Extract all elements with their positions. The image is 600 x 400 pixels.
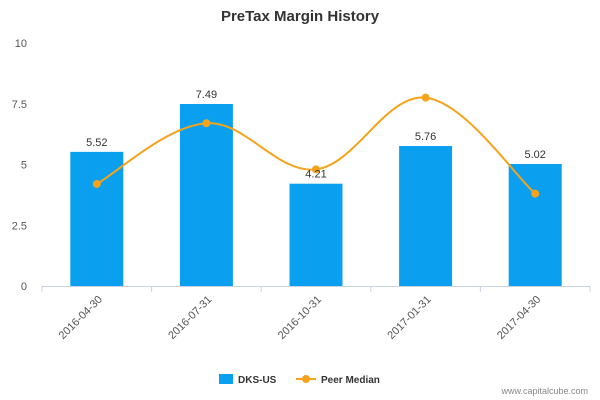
bar-2016-07-31[interactable] <box>179 103 233 286</box>
peer-median-point-2017-04-30[interactable] <box>531 189 540 198</box>
x-tick-label: 2016-07-31 <box>166 294 214 342</box>
bar-series <box>70 103 562 286</box>
y-tick-label: 5 <box>21 160 27 172</box>
legend-item-peer-median[interactable]: Peer Median <box>296 375 380 386</box>
data-label: 7.49 <box>196 89 217 101</box>
chart-title: PreTax Margin History <box>221 8 380 25</box>
y-tick-label: 10 <box>15 38 27 50</box>
legend-item-dks-us[interactable]: DKS-US <box>219 374 277 386</box>
y-tick-label: 2.5 <box>12 220 27 232</box>
x-tick-label: 2016-10-31 <box>276 294 324 342</box>
bar-2016-10-31[interactable] <box>289 183 343 286</box>
bar-2017-01-31[interactable] <box>399 146 453 286</box>
peer-median-point-2017-01-31[interactable] <box>421 93 430 102</box>
y-tick-label: 0 <box>21 281 27 293</box>
peer-median-point-2016-10-31[interactable] <box>312 165 320 174</box>
x-tick-label: 2017-04-30 <box>495 294 543 342</box>
data-label: 4.21 <box>305 169 326 181</box>
data-label: 5.52 <box>86 137 107 149</box>
y-tick-label: 7.5 <box>12 99 27 111</box>
data-labels: 5.52 7.49 4.21 5.76 5.02 <box>86 89 546 181</box>
x-tick-label: 2016-04-30 <box>57 294 105 342</box>
x-axis: 2016-04-30 2016-07-31 2016-10-31 2017-01-31… <box>41 286 591 342</box>
legend-label: DKS-US <box>238 375 277 386</box>
x-tick-label: 2017-01-31 <box>385 294 433 342</box>
peer-median-point-2016-04-30[interactable] <box>92 179 101 188</box>
credit-text: www.capitalcube.com <box>500 386 588 396</box>
legend[interactable]: DKS-US Peer Median <box>219 374 380 386</box>
bar-2016-04-30[interactable] <box>70 151 124 286</box>
legend-label: Peer Median <box>321 375 380 386</box>
y-axis: 0 2.5 5 7.5 10 <box>12 38 27 293</box>
legend-swatch-bar <box>219 374 233 384</box>
data-label: 5.02 <box>524 149 545 161</box>
peer-median-point-2016-07-31[interactable] <box>202 119 211 128</box>
legend-swatch-marker <box>302 375 310 383</box>
data-label: 5.76 <box>415 131 436 143</box>
line-series <box>92 93 540 198</box>
bar-2017-04-30[interactable] <box>508 164 562 286</box>
